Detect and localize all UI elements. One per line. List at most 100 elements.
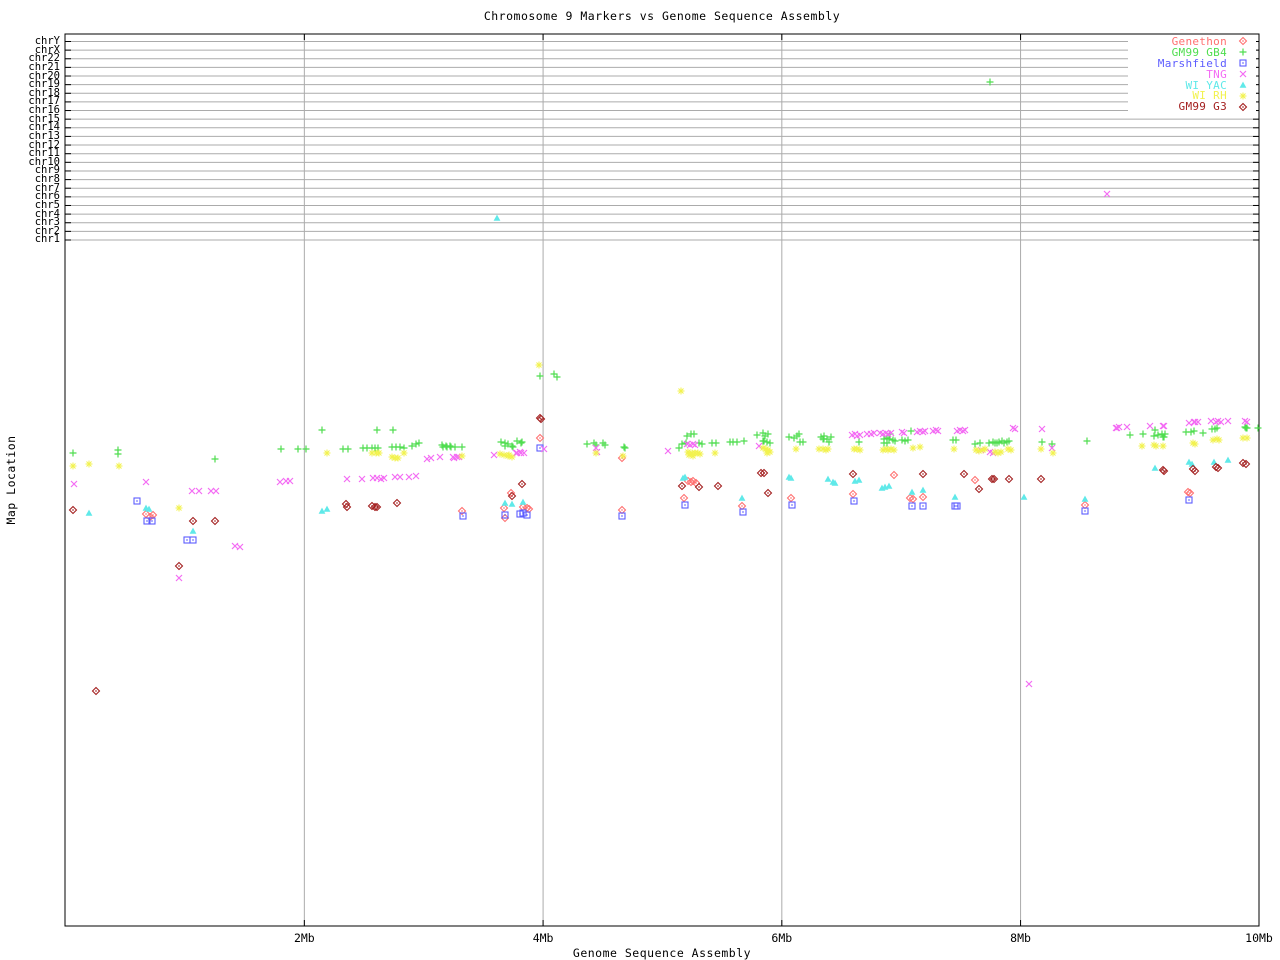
- legend-item-wi-yac: WI YAC: [1130, 78, 1250, 92]
- data-point: [691, 441, 699, 449]
- data-point: [323, 449, 331, 457]
- data-point: [959, 469, 969, 479]
- x-axis-title: Genome Sequence Assembly: [572, 946, 752, 960]
- data-point: [1036, 474, 1046, 484]
- data-point: [970, 475, 980, 485]
- data-point: [286, 477, 294, 485]
- data-point: [189, 527, 197, 534]
- data-point: [916, 443, 924, 451]
- data-point: [1037, 445, 1045, 453]
- data-point: [738, 494, 746, 501]
- legend-label: GM99 G3: [1178, 100, 1227, 114]
- data-point: [918, 469, 928, 479]
- data-point: [1082, 436, 1092, 446]
- data-point: [535, 361, 543, 369]
- legend-item-marshfield: Marshfield: [1130, 57, 1250, 70]
- data-point: [375, 449, 383, 457]
- data-point: [1243, 418, 1251, 426]
- legend-item-tng: TNG: [1130, 67, 1250, 81]
- data-point: [210, 454, 220, 464]
- y-axis-title: Map Location: [4, 435, 18, 525]
- data-point: [908, 488, 916, 495]
- data-point: [619, 442, 629, 452]
- data-point: [1123, 423, 1131, 431]
- xtick-label-6Mb: 6Mb: [771, 931, 793, 945]
- data-point: [664, 447, 672, 455]
- data-point: [1007, 446, 1015, 454]
- legend-label: WI YAC: [1185, 78, 1227, 92]
- data-point: [517, 437, 527, 447]
- data-point: [1149, 431, 1159, 441]
- data-point: [174, 561, 184, 571]
- data-point: [91, 686, 101, 696]
- data-point: [1103, 190, 1111, 198]
- data-point: [975, 438, 985, 448]
- data-point: [1049, 449, 1057, 457]
- data-point: [850, 497, 858, 505]
- data-point: [188, 487, 196, 495]
- data-point: [195, 487, 203, 495]
- data-point: [620, 443, 630, 453]
- data-point: [711, 438, 721, 448]
- data-point: [909, 444, 917, 452]
- legend-label: TNG: [1206, 67, 1227, 81]
- data-point: [918, 492, 928, 502]
- xtick-label-10Mb: 10Mb: [1245, 931, 1273, 945]
- data-point: [85, 509, 93, 516]
- data-point: [792, 445, 800, 453]
- data-point: [189, 536, 197, 544]
- data-point: [1047, 439, 1057, 449]
- series-marshfield: [133, 444, 1193, 544]
- data-point: [183, 536, 191, 544]
- data-point: [970, 439, 980, 449]
- data-point: [535, 371, 545, 381]
- data-point: [1160, 422, 1168, 430]
- data-point: [679, 493, 689, 503]
- ytick-label-chr5: chr5: [34, 198, 60, 211]
- legend-item-genethon: Genethon: [1130, 34, 1250, 48]
- ytick-label-chr14: chr14: [28, 121, 60, 134]
- data-point: [1004, 474, 1014, 484]
- data-point: [739, 436, 749, 446]
- plot-border: [64, 33, 1260, 927]
- ytick-label-chr9: chr9: [34, 164, 60, 177]
- data-point: [508, 500, 516, 507]
- legend-label: WI RH: [1192, 89, 1227, 103]
- data-point: [394, 454, 402, 462]
- data-point: [824, 445, 832, 453]
- legend-label: Genethon: [1171, 34, 1227, 48]
- data-point: [694, 482, 704, 492]
- data-point: [490, 451, 498, 459]
- data-point: [1185, 496, 1193, 504]
- data-point: [824, 475, 832, 482]
- legend-item-gm99-g3: GM99 G3: [1130, 100, 1250, 114]
- ytick-label-chr11: chr11: [28, 147, 60, 160]
- data-point: [343, 444, 353, 454]
- data-point: [1113, 424, 1121, 432]
- data-point: [1151, 464, 1159, 471]
- data-point: [436, 453, 444, 461]
- data-point: [855, 476, 863, 483]
- series-wi-yac: [85, 214, 1232, 534]
- data-point: [276, 478, 284, 486]
- data-point: [293, 444, 303, 454]
- data-point: [592, 449, 600, 457]
- data-point: [508, 453, 516, 461]
- data-point: [301, 444, 311, 454]
- data-point: [1224, 456, 1232, 463]
- data-point: [1207, 417, 1215, 425]
- data-point: [1081, 495, 1089, 502]
- data-point: [974, 484, 984, 494]
- data-point: [1125, 430, 1135, 440]
- ytick-label-chr22: chr22: [28, 52, 60, 65]
- data-point: [1025, 680, 1033, 688]
- data-point: [950, 445, 958, 453]
- data-point: [70, 480, 78, 488]
- ytick-label-chr19: chr19: [28, 78, 60, 91]
- data-point: [711, 449, 719, 457]
- data-point: [519, 498, 527, 505]
- data-point: [1038, 425, 1046, 433]
- ytick-label-chr2: chr2: [34, 224, 60, 237]
- chart-title: Chromosome 9 Markers vs Genome Sequence …: [483, 9, 841, 23]
